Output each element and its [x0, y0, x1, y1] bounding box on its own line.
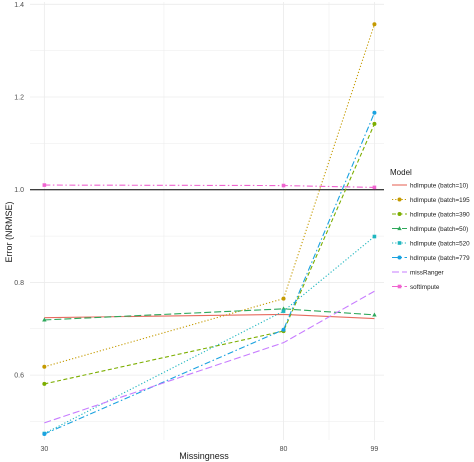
data-point: [372, 121, 377, 126]
legend-item-0: hdImpute (batch=10): [392, 182, 468, 189]
legend-label: hdImpute (batch=520: [410, 240, 470, 247]
legend-label: hdImpute (batch=195: [410, 197, 470, 204]
legend-item-4: hdImpute (batch=520: [392, 240, 470, 247]
data-point: [372, 110, 377, 115]
y-axis-title: Error (NRMSE): [4, 202, 14, 263]
legend-label: hdImpute (batch=50): [410, 226, 468, 233]
series-2: [42, 121, 377, 386]
legend-key-marker: [397, 197, 402, 202]
data-point: [281, 183, 286, 188]
legend: Model hdImpute (batch=10)hdImpute (batch…: [390, 168, 470, 291]
series-line: [44, 290, 375, 424]
legend-item-3: hdImpute (batch=50): [392, 226, 468, 233]
x-tick-label: 80: [280, 446, 288, 453]
legend-key-marker: [397, 284, 402, 289]
x-axis-title: Missingness: [179, 451, 229, 461]
data-point: [372, 234, 377, 239]
legend-item-5: hdImpute (batch=779: [392, 255, 470, 262]
legend-key-marker: [397, 241, 402, 245]
data-point: [372, 185, 377, 190]
data-point: [372, 312, 377, 317]
legend-key-marker: [397, 255, 402, 260]
data-point: [42, 364, 47, 369]
data-point: [281, 327, 286, 332]
legend-item-1: hdImpute (batch=195: [392, 197, 470, 204]
series-6: [44, 290, 375, 424]
x-axis-ticks: 30 80 99: [40, 446, 378, 453]
legend-item-7: softImpute: [392, 284, 440, 291]
legend-key-marker: [397, 226, 402, 231]
series-line: [44, 112, 375, 435]
series-4: [42, 234, 377, 436]
legend-label: softImpute: [410, 284, 440, 291]
series-0: [44, 313, 375, 320]
data-point: [42, 431, 47, 436]
y-tick-label: 0.8: [14, 280, 24, 287]
data-point: [372, 22, 377, 27]
data-point: [42, 183, 47, 187]
series-lines: [42, 22, 377, 436]
data-point: [281, 309, 286, 313]
legend-item-2: hdImpute (batch=390: [392, 211, 470, 218]
y-tick-label: 1.4: [14, 2, 24, 9]
series-line: [44, 184, 375, 188]
series-line: [44, 123, 375, 385]
legend-label: hdImpute (batch=10): [410, 182, 468, 189]
data-point: [281, 296, 286, 301]
series-line: [44, 308, 375, 321]
data-point: [42, 317, 47, 322]
legend-key-marker: [397, 212, 402, 216]
y-tick-label: 1.2: [14, 95, 24, 102]
series-5: [42, 110, 377, 436]
grid-lines: [30, 2, 384, 440]
x-tick-label: 30: [40, 446, 48, 453]
data-point: [42, 381, 47, 386]
y-tick-label: 0.6: [14, 373, 24, 380]
legend-label: missRanger: [410, 269, 444, 276]
series-1: [42, 22, 377, 369]
legend-item-6: missRanger: [392, 269, 444, 276]
legend-title: Model: [390, 168, 412, 177]
series-3: [42, 306, 377, 322]
series-line: [44, 236, 375, 435]
series-7: [42, 183, 377, 190]
legend-label: hdImpute (batch=779: [410, 255, 470, 262]
y-axis-ticks: 0.6 0.8 1.0 1.2 1.4: [14, 2, 24, 380]
series-line: [44, 313, 375, 320]
x-tick-label: 99: [371, 446, 379, 453]
y-tick-label: 1.0: [14, 187, 24, 194]
legend-label: hdImpute (batch=390: [410, 211, 470, 218]
legend-items: hdImpute (batch=10) hdImpute (batch=195 hd…: [392, 182, 470, 291]
